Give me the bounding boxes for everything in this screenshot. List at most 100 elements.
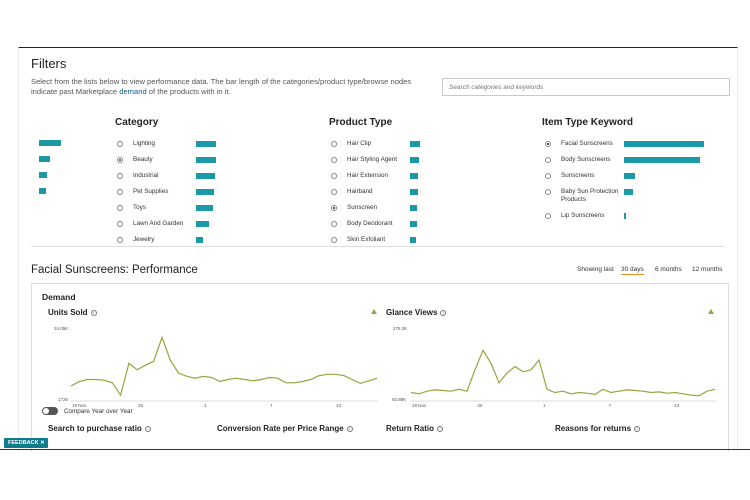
filter-option-label[interactable]: Lip Sunscreens	[561, 212, 605, 219]
radio-button[interactable]	[117, 141, 123, 147]
radio-button[interactable]	[545, 213, 551, 219]
demand-bar	[624, 173, 635, 179]
x-tick-label: 1	[204, 403, 207, 408]
feedback-button[interactable]: FEEDBACK ✕	[4, 438, 48, 448]
units-ymax: 34.05K	[54, 326, 69, 331]
filter-option-label[interactable]: Sunscreen	[347, 204, 378, 211]
demand-bar	[624, 141, 704, 147]
demand-bar	[196, 237, 203, 243]
demand-bar	[196, 205, 213, 211]
left-demand-bar	[39, 172, 47, 178]
info-icon[interactable]: i	[90, 309, 97, 316]
radio-button[interactable]	[545, 141, 551, 147]
glance-ymax: 278.3K	[393, 326, 408, 331]
x-tick-label: 1	[543, 403, 546, 408]
demand-bar	[196, 141, 216, 147]
units-sold-title: Units Sold i	[48, 308, 97, 317]
product-type-title: Product Type	[329, 117, 393, 128]
demand-bar	[624, 189, 633, 195]
metric-label: Return Ratio	[386, 424, 434, 433]
filter-option-label[interactable]: Hair Styling Agent	[347, 156, 398, 163]
metric-conversion-rate: Conversion Rate per Price Range i	[217, 424, 353, 433]
info-icon[interactable]: i	[634, 425, 641, 432]
radio-button[interactable]	[545, 157, 551, 163]
demand-bar	[410, 221, 417, 227]
radio-button[interactable]	[331, 189, 337, 195]
bottom-divider	[0, 449, 750, 450]
radio-button[interactable]	[331, 157, 337, 163]
radio-button[interactable]	[331, 173, 337, 179]
info-icon[interactable]: i	[346, 425, 353, 432]
demand-link[interactable]: demand	[119, 87, 147, 96]
radio-button[interactable]	[117, 189, 123, 195]
metric-label: Reasons for returns	[555, 424, 632, 433]
x-tick-label: 7	[608, 403, 612, 408]
filter-option-label[interactable]: Body Sunscreens	[561, 156, 611, 163]
performance-title: Facial Sunscreens: Performance	[31, 264, 198, 276]
demand-bar	[196, 173, 215, 179]
demand-label: Demand	[42, 292, 76, 302]
filter-option-label[interactable]: Lawn And Garden	[133, 220, 184, 227]
trend-up-icon	[371, 309, 377, 314]
demand-bar	[196, 189, 214, 195]
radio-button[interactable]	[117, 237, 123, 243]
filter-option-label[interactable]: Toys	[133, 204, 146, 211]
demand-bar	[624, 213, 626, 219]
radio-button[interactable]	[331, 205, 337, 211]
demand-panel: Demand Units Sold i 34.05K 1726 19 Nov 25 1…	[31, 283, 729, 452]
category-title: Category	[115, 117, 159, 128]
filter-option-label[interactable]: Jewelry	[133, 236, 155, 243]
filter-option-label[interactable]: Hair Clip	[347, 140, 372, 147]
period-12-months[interactable]: 12 months	[692, 266, 723, 273]
filter-option-label[interactable]: Hair Extension	[347, 172, 388, 179]
metric-reasons-for-returns: Reasons for returns i	[555, 424, 641, 433]
radio-button[interactable]	[331, 221, 337, 227]
demand-bar	[624, 157, 700, 163]
x-tick-label: 25	[138, 403, 144, 408]
filter-option-label[interactable]: Hairband	[347, 188, 373, 195]
filter-option-label[interactable]: Baby Sun Protection Products	[561, 188, 619, 203]
filter-option-label[interactable]: Beauty	[133, 156, 153, 163]
metric-label: Search to purchase ratio	[48, 424, 142, 433]
glance-views-title-text: Glance Views	[386, 308, 438, 317]
radio-button[interactable]	[545, 189, 551, 195]
radio-button[interactable]	[331, 237, 337, 243]
demand-bar	[196, 157, 216, 163]
glance-ymin: 92.88K	[392, 397, 407, 402]
period-30-days[interactable]: 30 days	[621, 266, 644, 275]
filter-option-label[interactable]: Pet Supplies	[133, 188, 169, 195]
radio-button[interactable]	[545, 173, 551, 179]
showing-last-label: Showing last	[577, 266, 614, 273]
search-input[interactable]	[442, 78, 730, 96]
metric-label: Conversion Rate per Price Range	[217, 424, 344, 433]
x-tick-label: 13	[336, 403, 342, 408]
demand-bar	[196, 221, 209, 227]
compare-toggle[interactable]	[42, 407, 58, 415]
x-tick-label: 25	[477, 403, 483, 408]
info-icon[interactable]: i	[144, 425, 151, 432]
trend-up-icon	[708, 309, 714, 314]
filters-description-text: Select from the lists below to view perf…	[31, 77, 412, 96]
glance-views-title: Glance Views i	[386, 308, 447, 317]
radio-button[interactable]	[117, 157, 123, 163]
period-6-months[interactable]: 6 months	[655, 266, 682, 273]
info-icon[interactable]: i	[437, 425, 443, 432]
filter-option-label[interactable]: Sunscreens	[561, 172, 595, 179]
filter-option-label[interactable]: Facial Sunscreens	[561, 140, 613, 147]
radio-button[interactable]	[117, 221, 123, 227]
radio-button[interactable]	[331, 141, 337, 147]
metric-return-ratio: Return Ratio i	[386, 424, 443, 433]
radio-button[interactable]	[117, 173, 123, 179]
section-divider	[31, 246, 725, 247]
radio-button[interactable]	[117, 205, 123, 211]
filter-option-label[interactable]: Body Deodorant	[347, 220, 393, 227]
demand-bar	[410, 173, 418, 179]
x-tick-label: 19 Nov	[72, 403, 87, 408]
filter-option-label[interactable]: Skin Exfoliant	[347, 236, 386, 243]
main-panel: Filters Select from the lists below to v…	[18, 47, 738, 452]
x-tick-label: 13	[674, 403, 680, 408]
left-demand-bar	[39, 188, 46, 194]
filter-option-label[interactable]: Industrial	[133, 172, 159, 179]
info-icon[interactable]: i	[440, 309, 447, 316]
filter-option-label[interactable]: Lighting	[133, 140, 156, 147]
